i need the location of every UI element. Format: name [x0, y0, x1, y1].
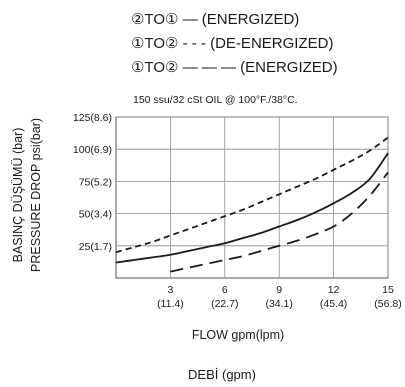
x-tick-label: 9 — [276, 284, 282, 296]
series-line-3 — [170, 171, 389, 273]
x-tick-sublabel: (56.8) — [374, 298, 401, 310]
x-tick-label: 15 — [382, 284, 394, 296]
x-tick-sublabel: (45.4) — [320, 298, 347, 310]
plot-area: 25(1.7) 50(3.4) 75(5.2) 100(6.9) 125(8.6) 3 (1… — [73, 112, 402, 310]
series-line-1 — [115, 152, 389, 264]
x-tick-sublabel: (22.7) — [211, 298, 238, 310]
y-tick-label: 50(3.4) — [79, 209, 112, 221]
x-tick-label: 6 — [222, 284, 228, 296]
y-tick-label: 75(5.2) — [79, 176, 112, 188]
series-line-2 — [115, 136, 389, 254]
y-axis-title-turkish: BASINÇ DÜŞÜMÜ (bar) — [11, 128, 25, 263]
x-tick-sublabel: (34.1) — [265, 298, 292, 310]
x-tick-label: 12 — [328, 284, 340, 296]
x-axis-title: FLOW gpm(lpm) — [192, 328, 284, 342]
x-tick-label: 3 — [167, 284, 173, 296]
y-tick-label: 25(1.7) — [79, 241, 112, 253]
y-tick-label: 100(6.9) — [73, 144, 112, 156]
legend-entry-1: ②TO① — (ENERGIZED) — [131, 11, 299, 28]
x-tick-sublabel: (11.4) — [157, 298, 184, 310]
condition-note: 150 ssu/32 cSt OIL @ 100°F./38°C. — [133, 94, 298, 106]
y-tick-label: 125(8.6) — [73, 112, 112, 124]
legend-entry-2: ①TO② - - - (DE-ENERGIZED) — [131, 35, 333, 52]
y-axis-title-english: PRESSURE DROP psi(bar) — [29, 118, 43, 272]
caption: DEBİ (gpm) — [188, 367, 256, 382]
legend: ②TO① — (ENERGIZED) ①TO② - - - (DE-ENERGI… — [131, 11, 338, 76]
legend-entry-3: ①TO② — — — (ENERGIZED) — [131, 59, 338, 76]
